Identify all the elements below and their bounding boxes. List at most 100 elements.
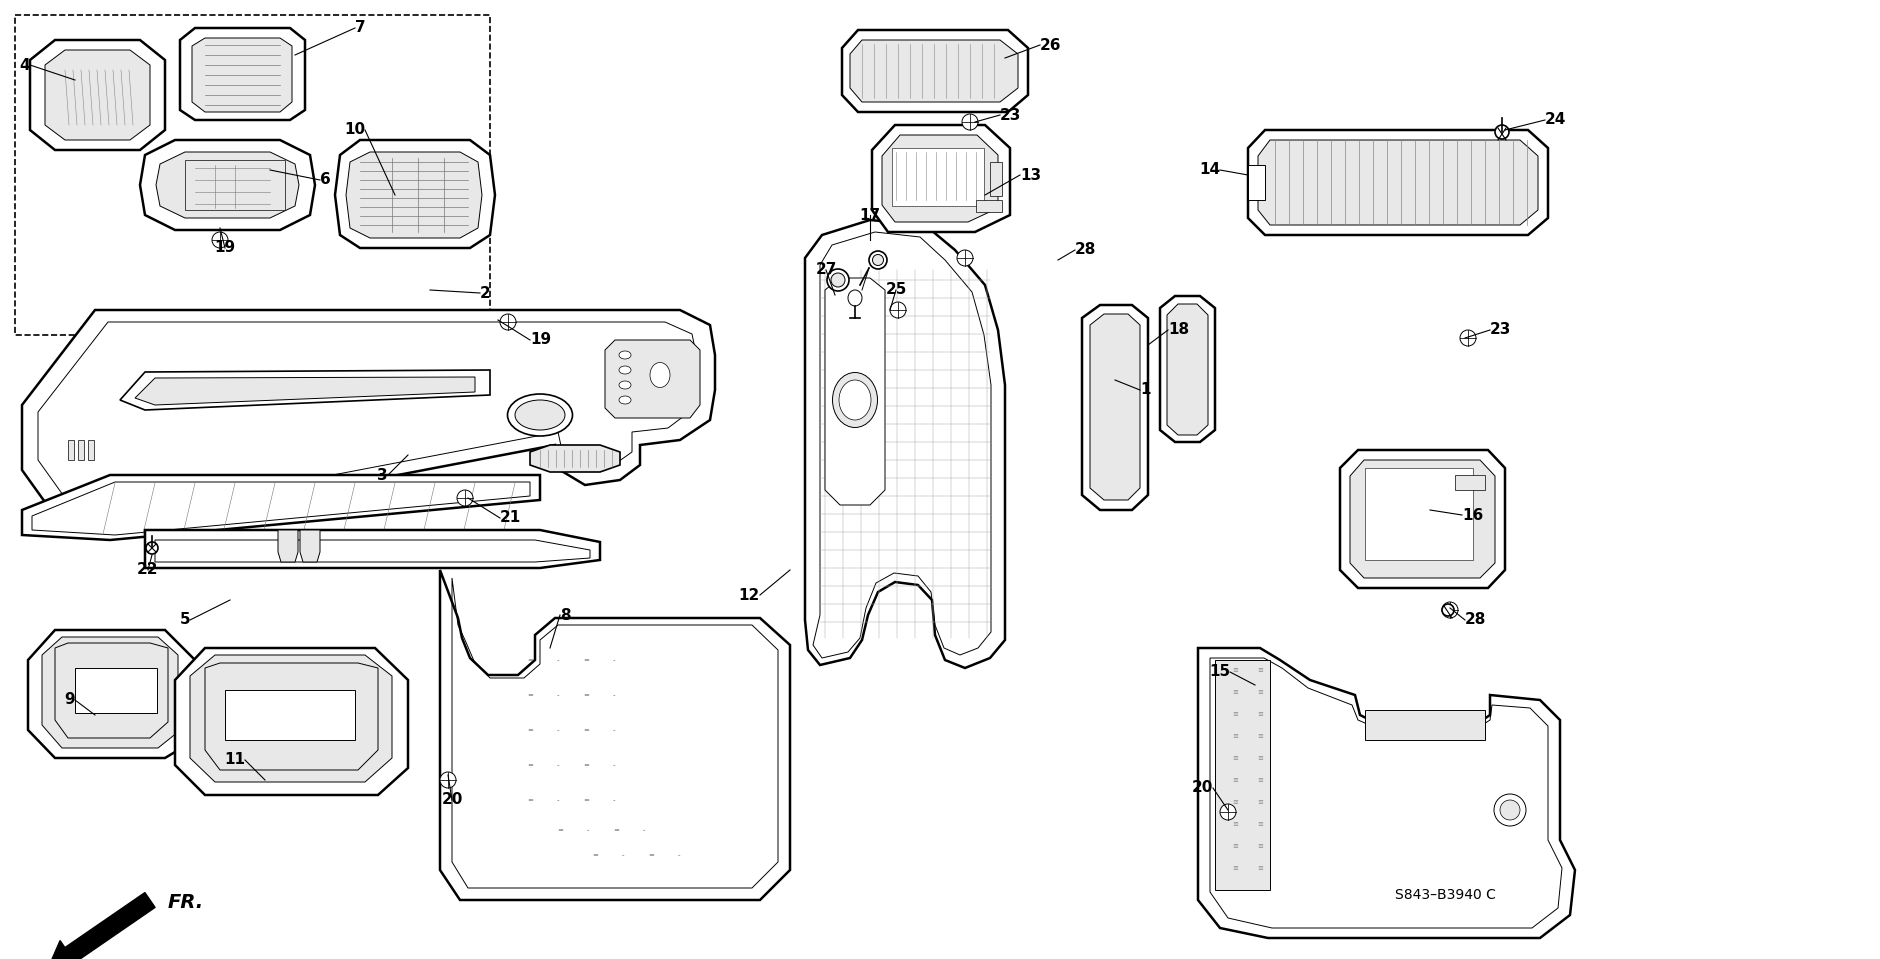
Text: =: = bbox=[526, 797, 532, 803]
Bar bbox=[891, 148, 983, 206]
Text: ≡: ≡ bbox=[1258, 821, 1263, 827]
Text: -: - bbox=[613, 797, 615, 803]
Polygon shape bbox=[278, 530, 299, 562]
Ellipse shape bbox=[457, 490, 474, 506]
Polygon shape bbox=[530, 445, 620, 472]
Polygon shape bbox=[991, 162, 1002, 196]
Text: -: - bbox=[643, 827, 645, 833]
Polygon shape bbox=[45, 50, 150, 140]
Polygon shape bbox=[139, 140, 316, 230]
Polygon shape bbox=[1350, 460, 1495, 578]
Bar bbox=[77, 440, 85, 460]
Text: 10: 10 bbox=[344, 123, 365, 137]
Text: -: - bbox=[613, 727, 615, 733]
Text: 27: 27 bbox=[816, 263, 837, 277]
Text: =: = bbox=[583, 727, 588, 733]
Text: ≡: ≡ bbox=[1258, 865, 1263, 871]
Ellipse shape bbox=[508, 394, 573, 436]
Polygon shape bbox=[605, 340, 699, 418]
Text: 23: 23 bbox=[1000, 107, 1021, 123]
Text: 23: 23 bbox=[1491, 322, 1512, 338]
Text: 4: 4 bbox=[19, 58, 30, 73]
Polygon shape bbox=[1090, 314, 1139, 500]
Polygon shape bbox=[1083, 305, 1149, 510]
Polygon shape bbox=[1198, 648, 1575, 938]
Polygon shape bbox=[175, 648, 408, 795]
Polygon shape bbox=[28, 630, 196, 758]
Text: ≡: ≡ bbox=[1231, 865, 1237, 871]
Polygon shape bbox=[872, 125, 1010, 232]
Text: ≡: ≡ bbox=[1258, 799, 1263, 805]
Ellipse shape bbox=[869, 251, 887, 269]
Polygon shape bbox=[1455, 475, 1485, 490]
Text: -: - bbox=[679, 852, 681, 858]
Text: =: = bbox=[583, 657, 588, 663]
Text: ≡: ≡ bbox=[1231, 777, 1237, 783]
Text: ≡: ≡ bbox=[1258, 733, 1263, 739]
Polygon shape bbox=[180, 28, 305, 120]
Text: ≡: ≡ bbox=[1231, 755, 1237, 761]
Text: ≡: ≡ bbox=[1231, 821, 1237, 827]
Polygon shape bbox=[145, 530, 600, 568]
Ellipse shape bbox=[500, 314, 515, 330]
Text: =: = bbox=[526, 692, 532, 698]
Polygon shape bbox=[825, 278, 885, 505]
Text: 8: 8 bbox=[560, 607, 572, 622]
Text: 14: 14 bbox=[1199, 162, 1220, 177]
Text: 19: 19 bbox=[214, 241, 235, 255]
Ellipse shape bbox=[1495, 125, 1510, 139]
Ellipse shape bbox=[1495, 794, 1527, 826]
Polygon shape bbox=[1258, 140, 1538, 225]
Polygon shape bbox=[190, 655, 393, 782]
Bar bbox=[1365, 468, 1474, 560]
Bar bbox=[226, 690, 355, 740]
Text: ≡: ≡ bbox=[1231, 843, 1237, 849]
Polygon shape bbox=[440, 570, 790, 900]
Ellipse shape bbox=[1461, 330, 1476, 346]
Text: -: - bbox=[556, 762, 558, 768]
Text: =: = bbox=[526, 727, 532, 733]
Text: 19: 19 bbox=[530, 333, 551, 347]
Text: -: - bbox=[587, 827, 588, 833]
Text: -: - bbox=[613, 692, 615, 698]
Text: 20: 20 bbox=[1192, 781, 1213, 796]
Polygon shape bbox=[30, 40, 165, 150]
Ellipse shape bbox=[1220, 804, 1235, 820]
Ellipse shape bbox=[957, 250, 974, 266]
Ellipse shape bbox=[212, 232, 227, 248]
Text: ≡: ≡ bbox=[1258, 667, 1263, 673]
Polygon shape bbox=[882, 135, 998, 222]
Polygon shape bbox=[346, 152, 481, 238]
Text: 13: 13 bbox=[1021, 168, 1042, 182]
Polygon shape bbox=[301, 530, 320, 562]
Text: 3: 3 bbox=[378, 467, 387, 482]
Bar bbox=[75, 668, 158, 713]
Polygon shape bbox=[120, 370, 491, 410]
Text: -: - bbox=[613, 762, 615, 768]
Bar bbox=[184, 160, 286, 210]
Ellipse shape bbox=[838, 380, 870, 420]
Polygon shape bbox=[1167, 304, 1209, 435]
Polygon shape bbox=[192, 38, 291, 112]
Ellipse shape bbox=[619, 351, 632, 359]
Text: 25: 25 bbox=[885, 283, 906, 297]
Text: 12: 12 bbox=[739, 588, 760, 602]
Text: ≡: ≡ bbox=[1231, 711, 1237, 717]
Text: 17: 17 bbox=[859, 207, 880, 222]
Text: 11: 11 bbox=[224, 753, 244, 767]
Ellipse shape bbox=[872, 254, 884, 266]
Text: 5: 5 bbox=[179, 613, 190, 627]
Ellipse shape bbox=[1442, 604, 1453, 616]
Ellipse shape bbox=[515, 400, 566, 430]
Text: 6: 6 bbox=[320, 173, 331, 188]
Polygon shape bbox=[41, 637, 179, 748]
Ellipse shape bbox=[963, 114, 978, 130]
Text: 9: 9 bbox=[64, 692, 75, 708]
Ellipse shape bbox=[889, 302, 906, 318]
Text: ≡: ≡ bbox=[1258, 843, 1263, 849]
Text: 18: 18 bbox=[1167, 322, 1190, 338]
Text: S843–B3940 C: S843–B3940 C bbox=[1395, 888, 1496, 902]
Text: 16: 16 bbox=[1463, 507, 1483, 523]
Text: 28: 28 bbox=[1075, 243, 1096, 258]
Text: -: - bbox=[556, 692, 558, 698]
